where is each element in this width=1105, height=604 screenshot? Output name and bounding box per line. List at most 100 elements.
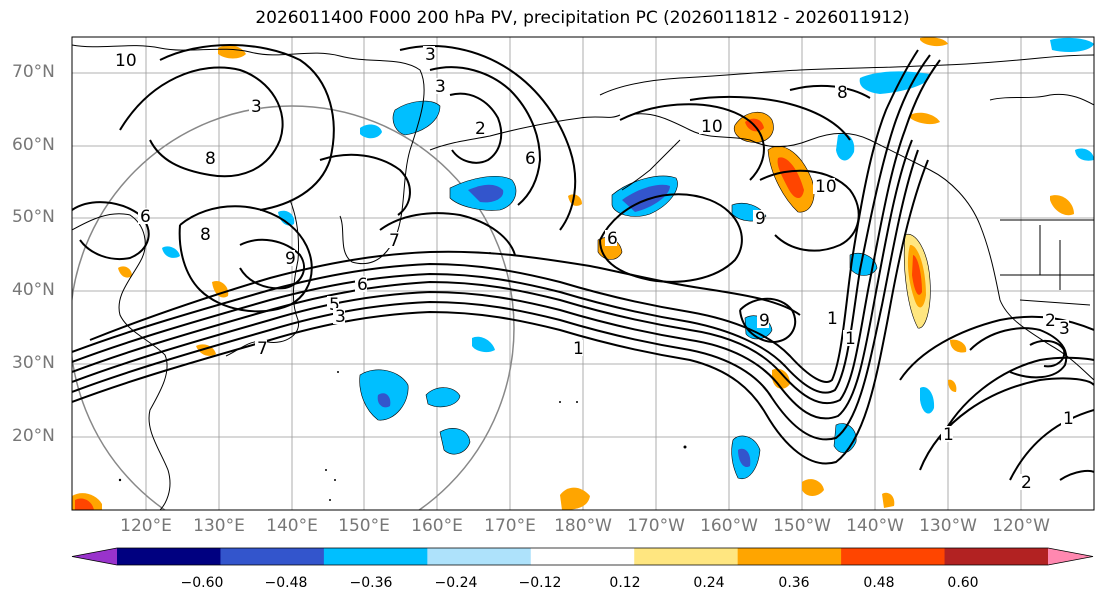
colorbar-segment <box>117 548 221 565</box>
contour-label: 6 <box>525 149 536 169</box>
contour-label: 10 <box>701 117 723 137</box>
longitude-label: 120°E <box>120 516 172 536</box>
contour-label-bg <box>757 312 769 328</box>
contour-label: 8 <box>205 149 216 169</box>
contour-label: 6 <box>607 229 618 249</box>
longitude-label: 130°E <box>193 516 245 536</box>
colorbar-outline <box>71 547 1094 566</box>
colorbar-tick-label: −0.24 <box>434 575 478 591</box>
coastlines <box>72 44 1094 510</box>
contour-label-bg <box>387 232 399 248</box>
latitude-label: 60°N <box>12 135 55 155</box>
colorbar-tick-label: 0.60 <box>947 575 979 591</box>
map-title: 2026011400 F000 200 hPa PV, precipitatio… <box>255 8 910 28</box>
contour-label: 6 <box>140 207 151 227</box>
latitude-label: 70°N <box>12 62 55 82</box>
pv-contours <box>72 44 1094 481</box>
colorbar-segment <box>944 548 1049 565</box>
contour-label: 3 <box>251 97 262 117</box>
contour-label: 1 <box>845 329 856 349</box>
contour-label-bg <box>699 118 721 134</box>
contour-label: 2 <box>475 119 486 139</box>
longitude-label: 150°W <box>773 516 831 536</box>
colorbar-tick-label: −0.48 <box>264 575 308 591</box>
contour-label: 7 <box>389 231 400 251</box>
contour-label-bg <box>1043 312 1055 328</box>
contour-label-bg <box>203 150 215 166</box>
colorbar-tick-label: 0.12 <box>609 575 641 591</box>
contour-label: 9 <box>285 249 296 269</box>
contour-label-bg <box>753 210 765 226</box>
colorbar-segment <box>220 548 325 565</box>
longitude-label: 170°W <box>627 516 685 536</box>
contour-label: 6 <box>357 275 368 295</box>
colorbar-segment <box>634 548 739 565</box>
colorbar-extend-max <box>1048 548 1093 565</box>
contour-label-bg <box>523 150 535 166</box>
contour-label-bg <box>255 340 267 356</box>
contour-label: 2 <box>1045 311 1056 331</box>
contour-label-bg <box>283 250 295 266</box>
contour-label: 10 <box>115 51 137 71</box>
longitude-label: 140°E <box>266 516 318 536</box>
longitude-label: 150°E <box>338 516 390 536</box>
contour-label-bg <box>473 120 485 136</box>
contour-label-bg <box>835 84 847 100</box>
latitude-label: 50°N <box>12 207 55 227</box>
longitude-label: 170°E <box>484 516 536 536</box>
graticule <box>72 37 1094 510</box>
contour-label: 3 <box>1059 319 1070 339</box>
contour-label: 5 <box>329 295 340 315</box>
colorbar-extend-min <box>72 548 117 565</box>
contour-label: 3 <box>335 307 346 327</box>
contour-label-bg <box>423 46 435 62</box>
colorbar-segment <box>427 548 532 565</box>
longitude-label: 180°W <box>554 516 612 536</box>
colorbar <box>71 547 1094 566</box>
contour-label-bg <box>198 226 210 242</box>
colorbar-tick-label: −0.60 <box>180 575 224 591</box>
contour-label: 2 <box>1021 473 1032 493</box>
colorbar-tick-label: −0.36 <box>349 575 393 591</box>
contour-label: 1 <box>573 339 584 359</box>
contour-label: 1 <box>827 309 838 329</box>
colorbar-segment <box>323 548 428 565</box>
colorbar-segment <box>530 548 635 565</box>
longitude-label: 160°E <box>411 516 463 536</box>
colorbar-tick-label: 0.24 <box>693 575 725 591</box>
contour-label: 1 <box>1063 409 1074 429</box>
contour-label: 3 <box>435 77 446 97</box>
contour-label-bg <box>605 230 617 246</box>
contour-label-bg <box>813 178 835 194</box>
map-frame <box>71 36 1095 511</box>
small-islands <box>118 252 687 501</box>
colorbar-tick-label: 0.36 <box>778 575 810 591</box>
latitude-label: 30°N <box>12 353 55 373</box>
contour-label-bg <box>1057 320 1069 336</box>
latitude-label: 40°N <box>12 280 55 300</box>
contour-label-bg <box>355 276 367 292</box>
contour-label-bg <box>941 426 953 442</box>
contour-label-bg <box>1061 410 1073 426</box>
contour-label-bg <box>333 308 345 324</box>
contour-label-bg <box>113 52 135 68</box>
contour-label: 9 <box>759 311 770 331</box>
contour-label-bg <box>433 78 445 94</box>
contour-label-bg <box>138 208 150 224</box>
contour-label: 8 <box>837 83 848 103</box>
longitude-label: 130°W <box>919 516 977 536</box>
contour-label: 7 <box>257 339 268 359</box>
contour-label: 3 <box>425 45 436 65</box>
precipitation-shading <box>72 37 1094 510</box>
colorbar-tick-label: 0.48 <box>863 575 895 591</box>
contour-label-bg <box>1019 474 1031 490</box>
colorbar-segment <box>841 548 946 565</box>
colorbar-segment <box>737 548 842 565</box>
contour-label: 10 <box>815 177 837 197</box>
region-circle <box>72 105 515 510</box>
longitude-label: 140°W <box>846 516 904 536</box>
latitude-label: 20°N <box>12 426 55 446</box>
longitude-label: 160°W <box>700 516 758 536</box>
contour-label: 1 <box>943 425 954 445</box>
